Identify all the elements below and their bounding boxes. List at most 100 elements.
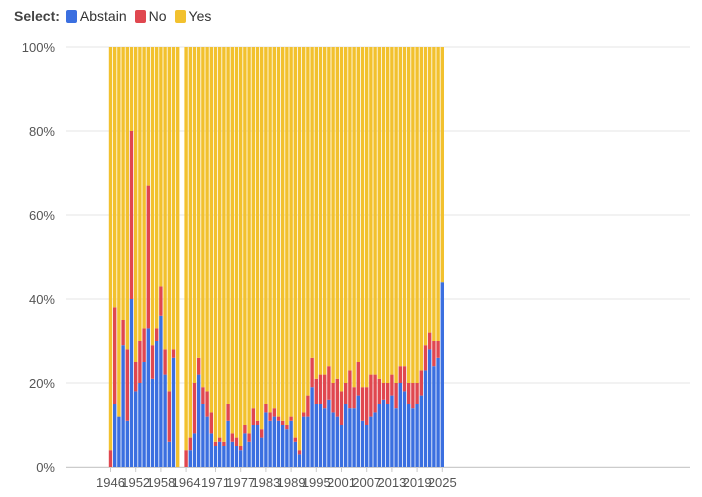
bar-no-1994 (310, 357, 314, 388)
x-tick-label: 1964 (172, 475, 201, 490)
x-tick-label: 2001 (327, 475, 356, 490)
bar-yes-2023 (432, 47, 436, 341)
bar-yes-2017 (407, 47, 411, 383)
bar-abstain-1984 (268, 420, 272, 467)
bar-yes-1993 (306, 47, 310, 396)
legend-label-abstain: Abstain (79, 8, 127, 24)
bar-abstain-1956 (150, 378, 155, 467)
bar-no-2022 (428, 332, 432, 350)
x-tick-label: 1958 (146, 475, 175, 490)
bar-yes-1946 (108, 47, 113, 451)
bar-yes-1953 (138, 47, 142, 341)
bar-yes-2008 (369, 47, 373, 375)
bar-yes-2003 (348, 47, 352, 371)
bar-abstain-1975 (230, 441, 234, 467)
bar-yes-1948 (117, 47, 121, 417)
bar-yes-1991 (297, 47, 302, 451)
bar-abstain-1999 (331, 412, 335, 467)
bar-no-1968 (201, 387, 205, 404)
bar-abstain-2025 (440, 282, 444, 467)
bar-yes-2014 (394, 47, 398, 383)
bar-yes-1950 (125, 47, 129, 350)
bar-no-1957 (155, 328, 159, 341)
y-tick-label: 0% (36, 460, 55, 475)
bar-no-1977 (239, 446, 243, 451)
bar-abstain-1960 (167, 441, 171, 467)
bar-no-1960 (167, 391, 171, 442)
bar-abstain-1969 (205, 416, 209, 467)
x-tick-label: 1952 (121, 475, 150, 490)
bar-no-2012 (386, 383, 390, 404)
bar-no-2009 (373, 374, 377, 413)
bar-no-1989 (289, 416, 293, 421)
bar-yes-1964 (184, 47, 188, 451)
bar-abstain-1949 (121, 345, 125, 467)
bar-no-1995 (314, 378, 318, 404)
bar-no-1987 (281, 420, 285, 425)
bar-yes-1974 (226, 47, 230, 404)
bar-no-1964 (184, 450, 188, 467)
bar-yes-2012 (386, 47, 390, 383)
bar-no-1959 (163, 349, 167, 375)
bar-abstain-1990 (293, 441, 297, 467)
bar-yes-1954 (142, 47, 146, 329)
bar-no-2014 (394, 383, 398, 409)
bar-no-2013 (390, 374, 394, 396)
legend-label-no: No (148, 8, 167, 24)
bar-no-1975 (230, 433, 234, 442)
y-tick-label: 60% (29, 208, 55, 223)
bar-abstain-1978 (243, 433, 247, 467)
bar-abstain-2011 (381, 399, 386, 467)
bar-yes-2004 (352, 47, 356, 388)
bar-yes-2018 (411, 47, 415, 383)
bar-abstain-2022 (428, 349, 432, 467)
bar-no-1952 (134, 362, 138, 392)
bar-abstain-1998 (327, 399, 331, 467)
bar-abstain-1979 (247, 441, 251, 467)
bar-abstain-2014 (394, 408, 398, 467)
bar-yes-2007 (365, 47, 369, 388)
bar-abstain-2003 (348, 408, 352, 467)
bar-yes-1947 (113, 47, 117, 308)
bar-no-1997 (323, 374, 327, 409)
x-tick-label: 1983 (251, 475, 280, 490)
bar-abstain-1957 (155, 341, 159, 467)
legend-item-yes[interactable]: Yes (174, 8, 211, 24)
bar-yes-2010 (377, 47, 381, 379)
x-tick-label: 2025 (428, 475, 457, 490)
bar-yes-2013 (390, 47, 394, 375)
bar-abstain-1948 (117, 416, 121, 467)
bar-no-2006 (360, 387, 365, 421)
bar-yes-1986 (276, 47, 281, 417)
bar-yes-2005 (356, 47, 360, 362)
bar-abstain-1958 (159, 315, 163, 467)
bar-no-2000 (335, 378, 339, 417)
bar-no-2005 (356, 362, 360, 396)
bar-abstain-1995 (314, 404, 318, 467)
bar-abstain-1994 (310, 387, 314, 467)
bar-yes-1998 (327, 47, 331, 367)
bar-no-1972 (218, 437, 222, 442)
bar-yes-1967 (197, 47, 201, 358)
bar-yes-1982 (260, 47, 264, 430)
x-tick-label: 2013 (377, 475, 406, 490)
bar-no-1976 (234, 437, 239, 446)
bar-yes-1952 (134, 47, 138, 362)
bar-no-1973 (222, 441, 226, 446)
bar-yes-1990 (293, 47, 297, 438)
bar-abstain-1961 (171, 357, 176, 467)
bar-no-1993 (306, 395, 310, 417)
bar-no-1979 (247, 433, 251, 442)
legend-item-abstain[interactable]: Abstain (65, 8, 127, 24)
bar-yes-1961 (171, 47, 176, 350)
bar-abstain-2008 (369, 416, 373, 467)
bar-yes-1968 (201, 47, 205, 388)
bar-no-1954 (142, 328, 146, 362)
legend-item-no[interactable]: No (134, 8, 167, 24)
legend-swatch-abstain (65, 9, 77, 23)
bar-yes-2022 (428, 47, 432, 333)
bar-no-2023 (432, 341, 436, 367)
bar-no-2001 (339, 391, 344, 425)
bar-yes-1973 (222, 47, 226, 442)
